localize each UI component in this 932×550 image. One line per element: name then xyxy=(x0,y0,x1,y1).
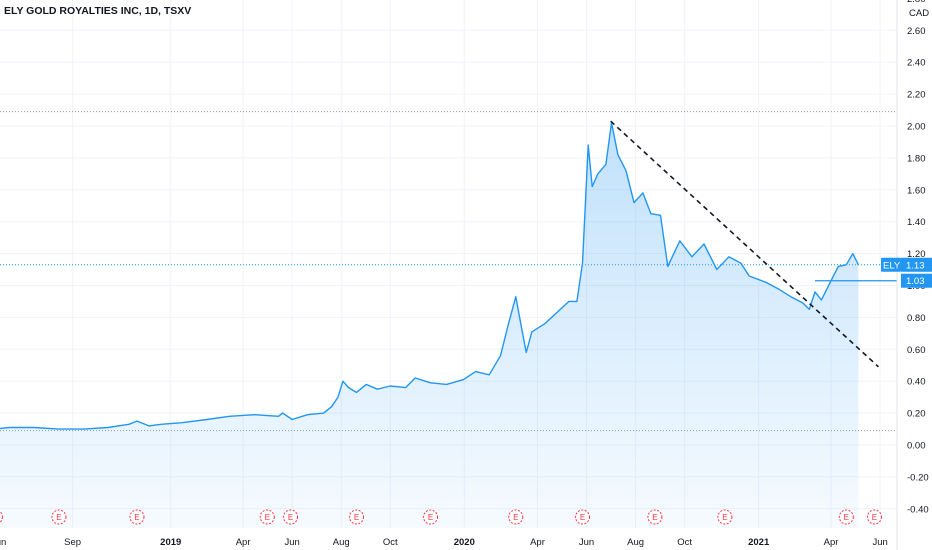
x-tick-label: 2020 xyxy=(454,537,475,548)
x-tick-label: Oct xyxy=(677,537,692,548)
earnings-marker-circle xyxy=(0,511,3,523)
y-tick-label: 1.20 xyxy=(907,249,926,260)
level-tag-label: 1.03 xyxy=(906,276,925,287)
earnings-marker[interactable]: E xyxy=(717,509,733,525)
x-tick-label: 2019 xyxy=(160,537,181,548)
y-tick-label: 0.60 xyxy=(907,345,926,356)
y-tick-label: 1.40 xyxy=(907,217,926,228)
earnings-markers[interactable]: EEEEEEEEEEEEE xyxy=(0,509,882,525)
earnings-marker-circle xyxy=(283,509,299,525)
y-tick-label: -0.40 xyxy=(907,504,929,515)
y-tick-label: 0.80 xyxy=(907,313,926,324)
earnings-marker[interactable]: E xyxy=(51,509,67,525)
y-tick-label: 0.40 xyxy=(907,377,926,388)
earnings-marker-label: E xyxy=(56,513,61,522)
x-tick-label: Apr xyxy=(824,537,839,548)
x-tick-label: Sep xyxy=(64,537,81,548)
x-tick-label: 2021 xyxy=(748,537,770,548)
earnings-marker-circle xyxy=(717,509,733,525)
x-tick-label: Oct xyxy=(383,537,398,548)
symbol-tag-label: ELY xyxy=(883,260,901,271)
price-line[interactable] xyxy=(0,122,860,430)
earnings-marker[interactable]: E xyxy=(838,509,854,525)
level-price-tag: 1.03 xyxy=(901,273,932,288)
y-tick-label: 1.60 xyxy=(907,185,926,196)
y-tick-label: -0.20 xyxy=(907,472,929,483)
earnings-marker-label: E xyxy=(134,513,139,522)
earnings-marker-circle xyxy=(647,509,663,525)
earnings-marker-circle xyxy=(349,509,365,525)
y-tick-label: 2.60 xyxy=(907,26,926,37)
earnings-marker[interactable]: E xyxy=(647,509,663,525)
y-tick-label: 2.00 xyxy=(907,122,926,133)
currency-label[interactable]: CAD xyxy=(909,8,929,19)
earnings-marker-circle xyxy=(51,509,67,525)
earnings-marker-label: E xyxy=(288,513,293,522)
earnings-marker-label: E xyxy=(513,513,518,522)
symbol-tag-bg xyxy=(881,257,901,272)
earnings-marker-label: E xyxy=(652,513,657,522)
chart-title: ELY GOLD ROYALTIES INC, 1D, TSXV xyxy=(4,5,191,17)
trendline[interactable] xyxy=(610,120,880,368)
earnings-marker-label: E xyxy=(722,513,727,522)
x-tick-label: Jun xyxy=(0,537,6,548)
earnings-marker-circle xyxy=(423,509,439,525)
level-tag-bg xyxy=(901,273,932,288)
earnings-marker[interactable]: E xyxy=(0,510,3,524)
earnings-marker[interactable]: E xyxy=(129,509,145,525)
earnings-marker-circle xyxy=(129,509,145,525)
earnings-marker-label: E xyxy=(265,513,270,522)
price-tags: ELY 1.13 1.03 xyxy=(881,257,932,288)
earnings-marker-label: E xyxy=(354,513,359,522)
earnings-marker-circle xyxy=(866,509,882,525)
y-tick-label: 2.40 xyxy=(907,58,926,69)
y-tick-label: 0.00 xyxy=(907,441,926,452)
x-tick-label: Jun xyxy=(579,537,594,548)
x-tick-label: Apr xyxy=(530,537,545,548)
drawings[interactable] xyxy=(610,120,897,368)
earnings-marker[interactable]: E xyxy=(866,509,882,525)
price-series[interactable] xyxy=(0,122,860,528)
x-tick-label: Aug xyxy=(627,537,644,548)
x-tick-label: Aug xyxy=(333,537,350,548)
x-tick-label: Apr xyxy=(236,537,251,548)
y-tick-label: 1.80 xyxy=(907,153,926,164)
last-price-tag-label: 1.13 xyxy=(906,260,925,271)
earnings-marker[interactable]: E xyxy=(423,509,439,525)
earnings-marker-label: E xyxy=(580,513,585,522)
earnings-marker[interactable]: E xyxy=(575,509,591,525)
symbol-price-tag: ELY 1.13 xyxy=(881,257,932,272)
earnings-marker-label: E xyxy=(844,513,849,522)
last-price-tag-bg xyxy=(901,257,932,272)
y-tick-label: 2.20 xyxy=(907,90,926,101)
earnings-marker-circle xyxy=(838,509,854,525)
earnings-marker[interactable]: E xyxy=(349,509,365,525)
x-tick-label: Jun xyxy=(872,537,887,548)
y-tick-label: 0.20 xyxy=(907,409,926,420)
earnings-marker[interactable]: E xyxy=(259,509,275,525)
earnings-marker-circle xyxy=(508,509,524,525)
time-axis[interactable]: Jun Sep 2019 Apr Jun Aug Oct 2020 Apr Jun Aug Oct 20… xyxy=(0,537,888,548)
earnings-marker[interactable]: E xyxy=(283,509,299,525)
y-tick-label: 2.80 xyxy=(907,0,926,5)
earnings-marker-circle xyxy=(575,509,591,525)
earnings-marker[interactable]: E xyxy=(508,509,524,525)
earnings-marker-circle xyxy=(259,509,275,525)
price-area xyxy=(0,122,859,528)
x-tick-label: Jun xyxy=(285,537,300,548)
earnings-marker-label: E xyxy=(428,513,433,522)
earnings-marker-label: E xyxy=(872,513,877,522)
